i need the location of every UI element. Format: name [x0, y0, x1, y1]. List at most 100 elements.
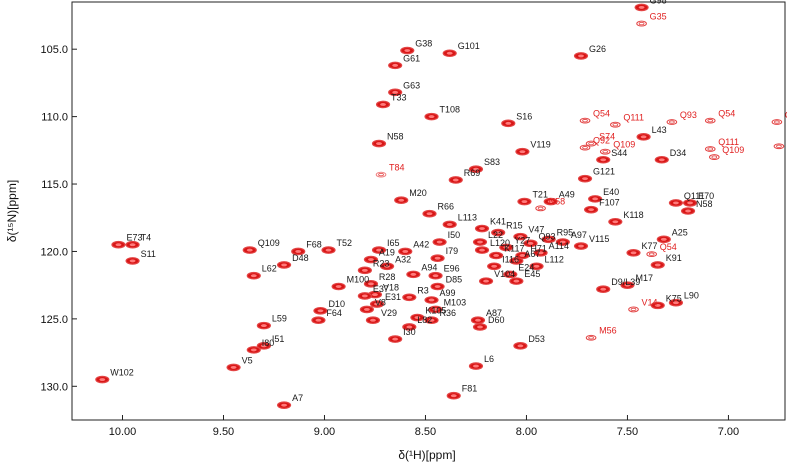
peak-label: Q109	[722, 145, 744, 155]
y-tick-label: 115.0	[41, 179, 68, 191]
peak-core	[335, 285, 342, 288]
x-tick-label: 7.50	[617, 426, 638, 438]
peak-label: G63	[403, 80, 420, 90]
peak-core	[517, 235, 524, 239]
peak-label: A32	[395, 254, 411, 264]
peak-label: L90	[684, 291, 699, 301]
peak-label: Q109	[613, 140, 635, 150]
peak-core	[483, 279, 489, 283]
peak-label: G38	[415, 39, 432, 49]
peak-core	[406, 295, 413, 299]
peak-label: N58	[387, 132, 404, 142]
peak-label: Q54	[660, 242, 677, 252]
peak-core	[685, 209, 691, 213]
peak-label: M56	[599, 326, 617, 336]
peak-label: Q54	[718, 109, 735, 119]
peak-label: S16	[516, 111, 532, 121]
peak-cross-peaks	[95, 3, 785, 409]
peak-core	[432, 274, 439, 278]
peak-label: V104	[494, 269, 515, 279]
peak-label: L62	[262, 264, 277, 274]
peak-label: L120	[490, 238, 510, 248]
peak-core	[428, 318, 435, 322]
peak-core	[434, 256, 441, 260]
peak-core	[673, 201, 679, 205]
peak-label: A94	[421, 262, 437, 272]
y-tick-label: 125.0	[40, 314, 68, 326]
peak-core	[432, 307, 439, 311]
peak-label: D85	[446, 275, 463, 285]
peak-contour	[648, 252, 655, 256]
x-axis-ticks: 10.00 9.50 9.00 8.50 8.00 7.50 7.00	[109, 415, 739, 438]
peak-label: E96	[444, 264, 460, 274]
peak-label: I80	[262, 338, 275, 348]
y-tick-label: 105.0	[40, 44, 68, 56]
peak-core	[380, 103, 386, 106]
peak-label: N58	[696, 199, 713, 209]
peak-label: L82	[417, 315, 432, 325]
peak-label: A99	[440, 288, 456, 298]
peak-core	[325, 248, 332, 252]
peak-label: S44	[611, 148, 627, 158]
peak-core	[361, 294, 368, 298]
peak-label: S83	[484, 157, 500, 167]
peak-label: E73	[126, 233, 142, 243]
peak-label: V8	[375, 297, 386, 307]
peak-core	[475, 318, 481, 322]
peak-label: I50	[448, 230, 461, 240]
peak-core	[250, 348, 257, 352]
peak-label: M20	[409, 188, 427, 198]
peak-label: Q93	[680, 110, 697, 120]
peak-label: A42	[413, 239, 429, 249]
peak-label: D60	[488, 315, 505, 325]
peak-label: A7	[292, 393, 303, 403]
peak-core	[452, 178, 459, 182]
x-tick-label: 8.50	[415, 426, 436, 438]
peak-core	[600, 158, 607, 162]
y-tick-label: 110.0	[41, 112, 68, 124]
peak-label: K91	[666, 253, 682, 263]
peak-label: A25	[672, 227, 688, 237]
peak-core	[477, 240, 483, 244]
peak-core	[624, 283, 631, 287]
peak-label: K117	[504, 243, 524, 253]
peak-core	[687, 201, 693, 205]
peak-label: R15	[506, 221, 523, 231]
peak-core	[450, 394, 457, 398]
x-tick-label: 8.00	[516, 426, 537, 438]
peak-label: K41	[490, 217, 506, 227]
peak-label: Q111	[718, 137, 739, 147]
peak-core	[260, 324, 267, 328]
peak-core	[660, 237, 667, 241]
peak-core	[503, 245, 510, 249]
peak-core	[673, 301, 679, 305]
peak-label: Q54	[593, 109, 610, 119]
peak-core	[230, 365, 237, 369]
peak-label: R36	[440, 308, 457, 318]
peak-core	[315, 318, 322, 322]
peak-label: T52	[337, 238, 353, 248]
peak-label: R3	[417, 285, 429, 295]
peak-contour	[776, 144, 782, 148]
peak-core	[612, 220, 619, 224]
peak-contour	[638, 21, 645, 26]
peak-label: R66	[438, 202, 455, 212]
peak-core	[436, 240, 443, 244]
peak-label: V14	[642, 297, 658, 307]
peak-contour	[774, 120, 780, 124]
peak-contour	[588, 336, 594, 340]
peak-label: L43	[652, 125, 667, 135]
peak-core	[406, 325, 413, 329]
peak-label: G61	[403, 53, 420, 63]
y-axis-title: δ(¹⁵N)[ppm]	[5, 180, 19, 242]
peak-contour	[588, 141, 594, 146]
peak-label: L59	[272, 314, 287, 324]
peak-label: L6	[484, 354, 494, 364]
peak-label: Q93	[785, 110, 787, 120]
peak-label: Y27	[514, 235, 530, 245]
peak-label: M100	[347, 275, 370, 285]
peak-label: F68	[306, 239, 322, 249]
peak-label: V18	[383, 283, 399, 293]
peak-label: E31	[385, 292, 401, 302]
peak-label: V5	[242, 355, 253, 365]
